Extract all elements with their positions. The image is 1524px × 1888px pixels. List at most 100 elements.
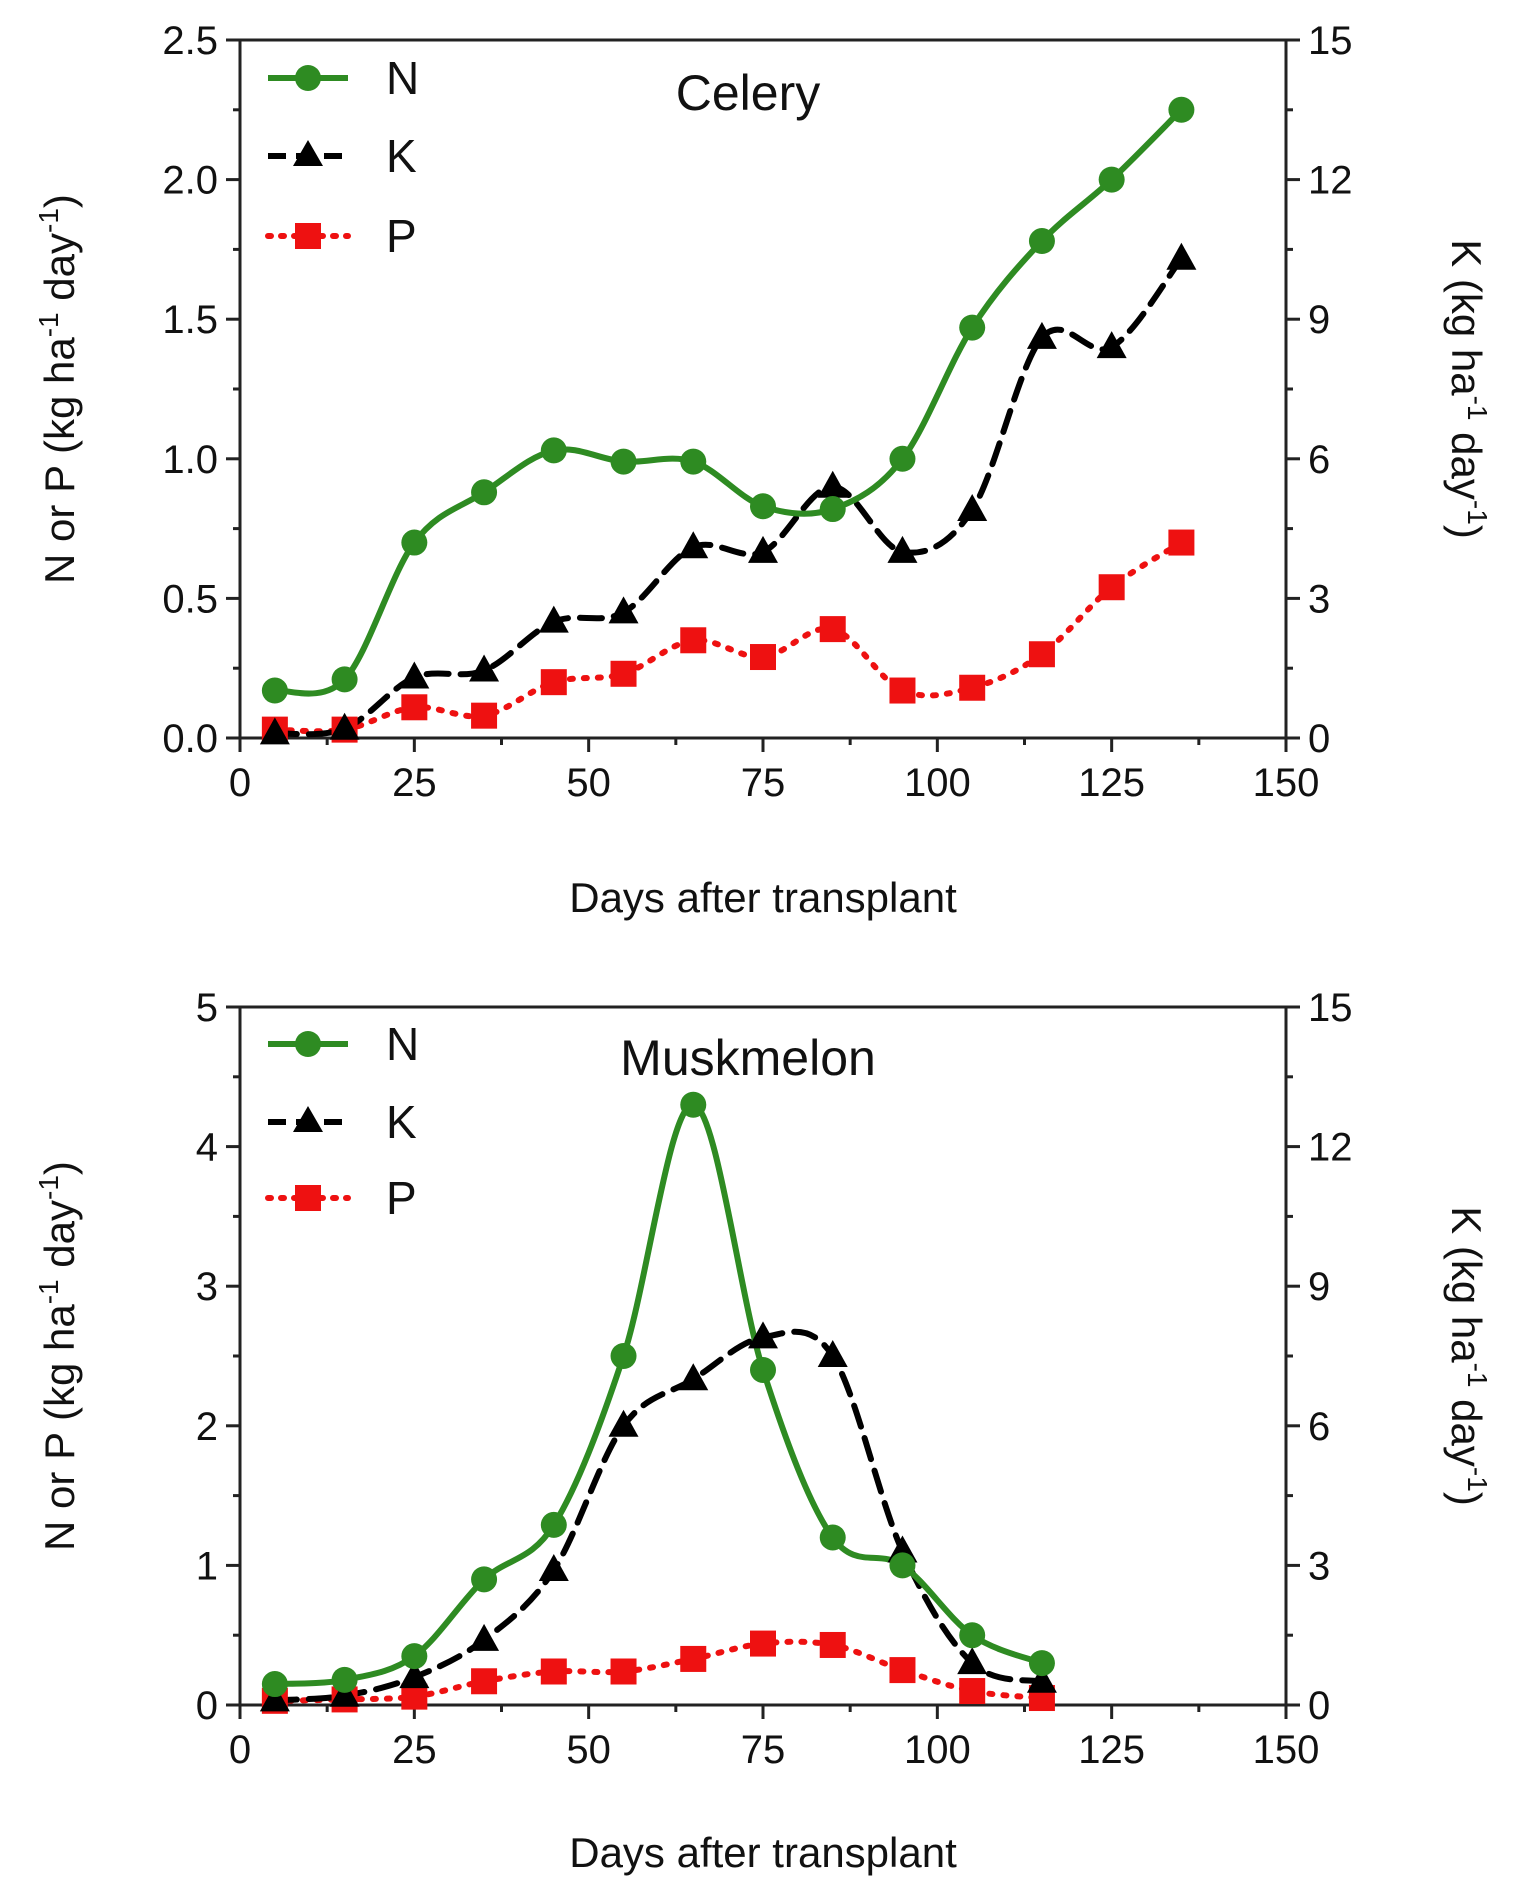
marker-k [678, 531, 709, 559]
x-tick-label: 125 [1078, 761, 1145, 805]
marker-k [259, 717, 290, 745]
y2-tick-label: 0 [1308, 717, 1330, 761]
marker-k [399, 1661, 430, 1689]
legend-entry-n: N [268, 1018, 419, 1070]
marker-k [1166, 242, 1197, 270]
y-tick-label: 3 [196, 1265, 218, 1309]
y-tick-label: 2 [196, 1405, 218, 1449]
y2-tick-label: 15 [1308, 19, 1353, 63]
marker-n [889, 445, 916, 472]
marker-n [261, 1671, 288, 1698]
legend: N K P [265, 1018, 419, 1224]
marker-k [469, 1623, 500, 1651]
legend-marker-n [295, 65, 321, 91]
marker-p [750, 644, 776, 671]
x-tick-labels: 0 25 50 75 100 125 150 [229, 1728, 1320, 1772]
x-tick-label: 50 [566, 1728, 611, 1772]
y-axis-label: N or P (kg ha-1 day-1) [33, 194, 83, 584]
marker-p [819, 1631, 846, 1658]
x-tick-label: 25 [392, 761, 437, 805]
marker-k [538, 1554, 569, 1582]
legend-entry-k: K [268, 130, 417, 182]
x-tick-label: 75 [741, 761, 786, 805]
legend-marker-k [293, 1106, 323, 1132]
legend-label-n: N [386, 1018, 419, 1070]
y2-tick-label: 3 [1308, 1544, 1330, 1588]
legend-marker-p [295, 1185, 321, 1211]
marker-n [401, 529, 428, 556]
marker-n [540, 437, 567, 464]
marker-k [817, 470, 848, 498]
marker-p [889, 1657, 916, 1684]
y-tick-labels: 0.0 0.5 1.0 1.5 2.0 2.5 [162, 19, 218, 761]
y2-tick-label: 0 [1308, 1684, 1330, 1728]
x-tick-label: 0 [229, 761, 251, 805]
marker-k [748, 535, 778, 563]
marker-n [331, 1666, 358, 1693]
x-tick-labels: 0 25 50 75 100 125 150 [229, 761, 1320, 805]
marker-k [399, 661, 430, 689]
y-tick-label: 1 [196, 1544, 218, 1588]
y2-axis-label: K (kg ha-1 day-1) [1443, 239, 1493, 539]
y2-tick-label: 6 [1308, 438, 1330, 482]
marker-p [750, 1630, 776, 1657]
marker-p [680, 1645, 707, 1672]
x-tick-label: 50 [566, 761, 611, 805]
marker-p [819, 616, 846, 643]
marker-k [469, 654, 500, 682]
legend-label-k: K [386, 130, 417, 182]
marker-p [471, 702, 498, 729]
marker-n [540, 1511, 567, 1538]
y2-tick-labels: 0 3 6 9 12 15 [1308, 986, 1353, 1728]
x-tick-label: 25 [392, 1728, 437, 1772]
marker-n [959, 1622, 986, 1649]
marker-n [1028, 228, 1055, 255]
series-line-n [271, 106, 1185, 697]
marker-k [748, 1321, 778, 1349]
y2-tick-labels: 0 3 6 9 12 15 [1308, 19, 1353, 761]
x-tick-label: 0 [229, 1728, 251, 1772]
marker-n [471, 479, 498, 506]
marker-p [959, 1678, 986, 1705]
marker-n [1028, 1650, 1055, 1677]
chart-title: Muskmelon [620, 1030, 876, 1086]
y2-tick-label: 6 [1308, 1405, 1330, 1449]
y-tick-label: 1.0 [162, 438, 218, 482]
legend-entry-p: P [265, 1172, 417, 1224]
marker-n [610, 1343, 637, 1369]
series-markers [259, 96, 1197, 745]
marker-k [259, 1684, 290, 1712]
x-tick-label: 75 [741, 1728, 786, 1772]
y-tick-label: 0.0 [162, 717, 218, 761]
marker-p [471, 1668, 498, 1695]
x-axis-label: Days after transplant [569, 874, 957, 921]
marker-p [610, 1658, 637, 1685]
legend-label-p: P [386, 210, 417, 262]
marker-n [261, 677, 288, 704]
marker-n [1098, 166, 1125, 193]
chart-title: Celery [676, 65, 820, 121]
marker-k [817, 1340, 848, 1367]
marker-k [957, 1647, 988, 1675]
marker-n [401, 1643, 428, 1670]
marker-n [680, 448, 707, 475]
marker-p [540, 669, 567, 696]
y-tick-label: 2.5 [162, 19, 218, 63]
marker-n [471, 1566, 498, 1593]
y-tick-label: 2.0 [162, 159, 218, 203]
legend: N K P [265, 52, 419, 262]
legend-marker-k [293, 140, 323, 166]
y2-tick-label: 15 [1308, 986, 1353, 1030]
legend-label-k: K [386, 1096, 417, 1148]
legend-label-p: P [386, 1172, 417, 1224]
legend-entry-p: P [265, 210, 417, 262]
y-axis-label: N or P (kg ha-1 day-1) [33, 1161, 83, 1551]
marker-n [331, 666, 358, 693]
marker-k [1026, 321, 1057, 349]
marker-p [540, 1658, 567, 1685]
marker-p [401, 694, 428, 721]
marker-k [1026, 1665, 1057, 1693]
marker-p [610, 660, 637, 687]
